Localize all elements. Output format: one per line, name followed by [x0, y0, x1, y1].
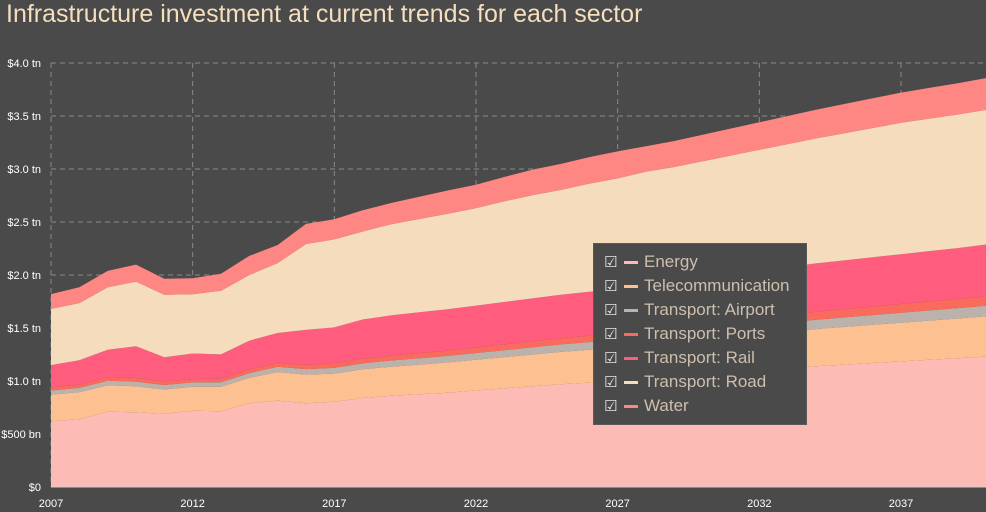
area-water[interactable]	[51, 78, 986, 309]
legend-item-transport-road[interactable]: ☑ Transport: Road	[604, 370, 806, 394]
legend-item-transport-rail[interactable]: ☑ Transport: Rail	[604, 346, 806, 370]
legend-label: Water	[644, 396, 689, 415]
y-tick-label: $1.0 tn	[7, 376, 41, 388]
legend-swatch	[624, 404, 638, 408]
checkbox-icon[interactable]: ☑	[604, 277, 618, 295]
checkbox-icon[interactable]: ☑	[604, 253, 618, 271]
legend-item-energy[interactable]: ☑ Energy	[604, 250, 806, 274]
legend-label: Transport: Road	[644, 372, 767, 391]
x-tick-label: 2032	[747, 498, 771, 510]
legend-label: Transport: Ports	[644, 324, 766, 343]
checkbox-icon[interactable]: ☑	[604, 325, 618, 343]
legend-item-telecommunication[interactable]: ☑ Telecommunication	[604, 274, 806, 298]
chart-title: Infrastructure investment at current tre…	[6, 0, 643, 28]
y-tick-label: $3.5 tn	[7, 111, 41, 123]
checkbox-icon[interactable]: ☑	[604, 349, 618, 367]
legend-label: Energy	[644, 252, 698, 271]
legend-item-transport-airport[interactable]: ☑ Transport: Airport	[604, 298, 806, 322]
y-tick-label: $1.5 tn	[7, 323, 41, 335]
y-tick-label: $0	[29, 482, 41, 494]
x-tick-label: 2007	[39, 498, 63, 510]
y-tick-label: $2.0 tn	[7, 270, 41, 282]
legend-swatch	[624, 332, 638, 336]
chart-legend: ☑ Energy ☑ Telecommunication ☑ Transport…	[594, 244, 806, 424]
area-transport-road[interactable]	[51, 109, 986, 366]
x-tick-label: 2012	[180, 498, 204, 510]
checkbox-icon[interactable]: ☑	[604, 301, 618, 319]
x-tick-label: 2037	[889, 498, 913, 510]
y-tick-label: $4.0 tn	[7, 58, 41, 70]
x-tick-label: 2017	[322, 498, 346, 510]
legend-swatch	[624, 260, 638, 264]
legend-swatch	[624, 380, 638, 384]
legend-swatch	[624, 308, 638, 312]
legend-label: Transport: Rail	[644, 348, 755, 367]
legend-swatch	[624, 284, 638, 288]
y-tick-label: $500 bn	[1, 429, 41, 441]
checkbox-icon[interactable]: ☑	[604, 397, 618, 415]
checkbox-icon[interactable]: ☑	[604, 373, 618, 391]
legend-label: Transport: Airport	[644, 300, 775, 319]
y-tick-label: $3.0 tn	[7, 164, 41, 176]
legend-label: Telecommunication	[644, 276, 790, 295]
legend-item-water[interactable]: ☑ Water	[604, 394, 806, 418]
legend-swatch	[624, 356, 638, 360]
x-tick-label: 2022	[464, 498, 488, 510]
y-tick-label: $2.5 tn	[7, 217, 41, 229]
x-tick-label: 2027	[605, 498, 629, 510]
legend-item-transport-ports[interactable]: ☑ Transport: Ports	[604, 322, 806, 346]
